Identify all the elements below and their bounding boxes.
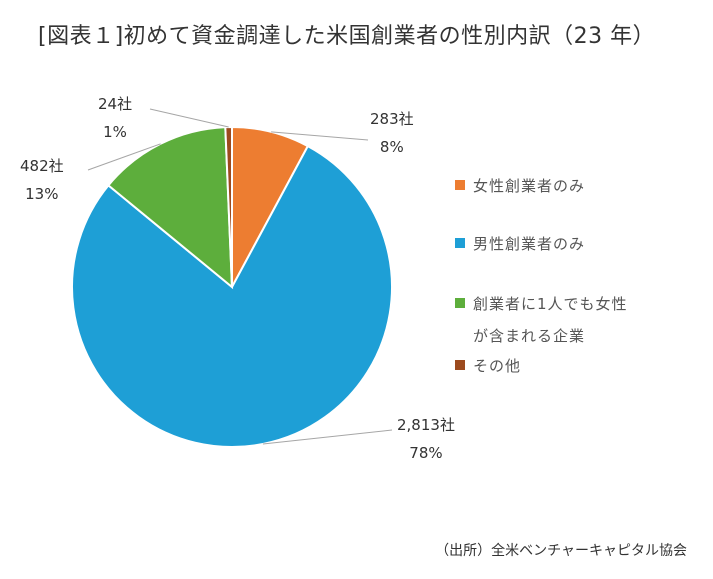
data-label-count: 24社 <box>98 95 133 113</box>
data-label-female-only: 283社 8% <box>370 108 414 158</box>
leader-line-male-only <box>262 429 393 445</box>
legend-label: 創業者に1人でも女性 が含まれる企業 <box>473 295 628 345</box>
source-note: （出所）全米ベンチャーキャピタル協会 <box>435 543 687 559</box>
legend-item-mixed: 創業者に1人でも女性 が含まれる企業 <box>455 288 628 352</box>
data-label-other: 24社 1% <box>98 93 132 143</box>
legend-swatch <box>455 297 465 308</box>
legend-item-female-only: 女性創業者のみ <box>455 170 585 202</box>
legend-swatch <box>455 179 465 190</box>
pie-slice-other <box>224 125 233 288</box>
legend-label: 男性創業者のみ <box>473 235 586 253</box>
legend-label: 女性創業者のみ <box>473 177 586 195</box>
data-label-count: 2,813社 <box>397 416 455 434</box>
data-label-percent: 1% <box>103 123 127 141</box>
data-label-male-only: 2,813社 78% <box>397 414 455 464</box>
data-label-percent: 13% <box>25 185 59 203</box>
leader-line-female-only <box>271 131 369 141</box>
leader-line-other <box>149 108 229 128</box>
data-label-mixed: 482社 13% <box>20 155 64 205</box>
legend-swatch <box>455 237 465 248</box>
leader-line-mixed <box>87 143 161 171</box>
legend-item-other: その他 <box>455 350 521 382</box>
legend-item-male-only: 男性創業者のみ <box>455 228 585 260</box>
data-label-count: 482社 <box>20 157 64 175</box>
chart-title: [図表１]初めて資金調達した米国創業者の性別内訳（23 年） <box>38 24 656 49</box>
data-label-percent: 8% <box>379 138 404 156</box>
data-label-percent: 78% <box>409 444 443 462</box>
pie-slice-mixed <box>107 126 234 290</box>
legend-swatch <box>455 359 465 370</box>
data-label-count: 283社 <box>370 110 414 128</box>
legend-label: その他 <box>473 357 522 375</box>
